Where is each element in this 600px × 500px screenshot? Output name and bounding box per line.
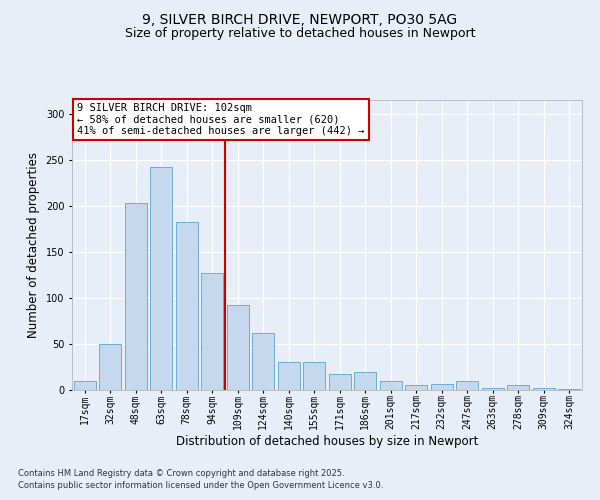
- Bar: [457, 381, 478, 390]
- Bar: [329, 374, 350, 390]
- Bar: [380, 381, 401, 390]
- Text: 9 SILVER BIRCH DRIVE: 102sqm
← 58% of detached houses are smaller (620)
41% of s: 9 SILVER BIRCH DRIVE: 102sqm ← 58% of de…: [77, 103, 365, 136]
- Bar: [74, 381, 95, 390]
- Bar: [202, 273, 223, 390]
- Text: Contains public sector information licensed under the Open Government Licence v3: Contains public sector information licen…: [18, 481, 383, 490]
- Text: 9, SILVER BIRCH DRIVE, NEWPORT, PO30 5AG: 9, SILVER BIRCH DRIVE, NEWPORT, PO30 5AG: [142, 12, 458, 26]
- Bar: [227, 306, 248, 390]
- Bar: [355, 372, 376, 390]
- X-axis label: Distribution of detached houses by size in Newport: Distribution of detached houses by size …: [176, 435, 478, 448]
- Bar: [508, 386, 529, 390]
- Bar: [125, 203, 146, 390]
- Text: Size of property relative to detached houses in Newport: Size of property relative to detached ho…: [125, 28, 475, 40]
- Bar: [559, 389, 580, 390]
- Text: Contains HM Land Registry data © Crown copyright and database right 2025.: Contains HM Land Registry data © Crown c…: [18, 468, 344, 477]
- Bar: [253, 333, 274, 390]
- Bar: [151, 167, 172, 390]
- Bar: [278, 362, 299, 390]
- Bar: [100, 344, 121, 390]
- Bar: [533, 388, 554, 390]
- Y-axis label: Number of detached properties: Number of detached properties: [27, 152, 40, 338]
- Bar: [304, 362, 325, 390]
- Bar: [406, 386, 427, 390]
- Bar: [482, 388, 503, 390]
- Bar: [431, 384, 452, 390]
- Bar: [176, 222, 197, 390]
